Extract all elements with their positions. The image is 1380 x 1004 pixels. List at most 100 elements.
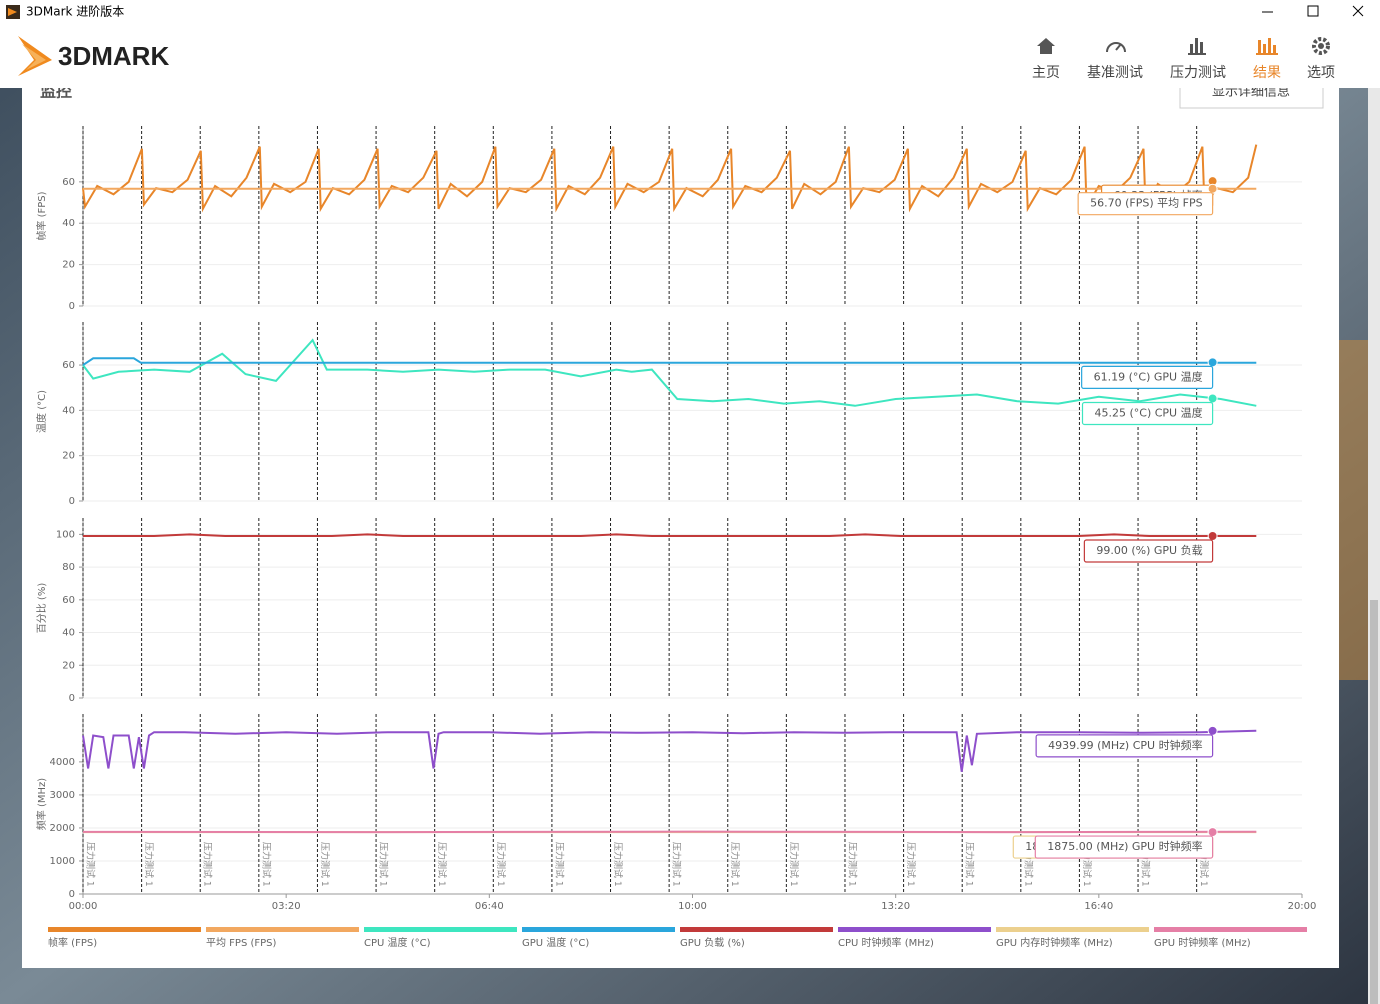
tooltip-box — [1077, 192, 1214, 216]
nav-item[interactable]: 结果 — [1253, 65, 1281, 81]
close-button[interactable] — [1352, 5, 1364, 17]
nav-item[interactable]: 压力测试 — [1170, 65, 1226, 81]
legend-label[interactable]: 帧率 (FPS) — [48, 936, 97, 949]
tooltip-box — [1035, 734, 1214, 758]
legend-swatch[interactable] — [1154, 927, 1307, 932]
legend-label[interactable]: 平均 FPS (FPS) — [206, 937, 277, 949]
stage-label: 压力测试 1 — [671, 842, 683, 887]
x-tick-label: 16:40 — [1084, 901, 1113, 912]
stage-label: 压力测试 1 — [905, 842, 917, 887]
legend-label[interactable]: GPU 时钟频率 (MHz) — [1154, 936, 1251, 949]
stage-label: 压力测试 1 — [964, 842, 976, 887]
y-tick-label: 60 — [62, 177, 75, 188]
legend-label[interactable]: GPU 温度 (°C) — [522, 936, 589, 949]
stage-label: 压力测试 1 — [495, 842, 507, 887]
legend-swatch[interactable] — [522, 927, 675, 932]
stage-label: 压力测试 1 — [202, 842, 214, 887]
y-tick-label: 3000 — [50, 790, 75, 801]
legend-swatch[interactable] — [364, 927, 517, 932]
y-tick-label: 1000 — [50, 856, 75, 867]
y-axis-label: 帧率 (FPS) — [35, 191, 48, 240]
legend-swatch[interactable] — [996, 927, 1149, 932]
scrollbar-thumb[interactable] — [1370, 600, 1378, 1004]
y-tick-label: 2000 — [50, 823, 75, 834]
y-tick-label: 0 — [69, 693, 75, 704]
y-tick-label: 40 — [62, 628, 75, 639]
tooltip-text: 4939.99 (MHz) CPU 时钟频率 — [1048, 738, 1202, 752]
x-tick-label: 10:00 — [678, 901, 707, 912]
nav: 主页 基准测试 压力测试 结果 选项 — [1032, 64, 1335, 81]
x-tick-label: 06:40 — [475, 901, 504, 912]
y-tick-label: 0 — [69, 496, 75, 507]
header — [0, 24, 1380, 88]
legend-label[interactable]: GPU 负载 (%) — [680, 936, 745, 949]
y-tick-label: 40 — [62, 405, 75, 416]
tooltip-box — [1081, 365, 1214, 389]
tooltip-dot — [1207, 827, 1218, 838]
stage-label: 压力测试 1 — [612, 842, 624, 887]
window-title: 3DMark 进阶版本 — [26, 5, 124, 19]
y-axis-label: 温度 (°C) — [35, 390, 48, 433]
y-tick-label: 20 — [62, 660, 75, 671]
legend-swatch[interactable] — [206, 927, 359, 932]
tooltip-dot — [1207, 183, 1218, 194]
x-tick-label: 13:20 — [881, 901, 910, 912]
nav-item[interactable]: 主页 — [1032, 65, 1060, 81]
legend-label[interactable]: GPU 内存时钟频率 (MHz) — [996, 936, 1113, 949]
y-tick-label: 20 — [62, 451, 75, 462]
series-line — [82, 830, 1257, 834]
tooltip-box — [1034, 835, 1214, 859]
logo: 3DMARK — [18, 36, 169, 76]
series-line — [82, 729, 1257, 772]
logo-text: 3DMARK — [58, 41, 169, 71]
y-tick-label: 60 — [62, 360, 75, 371]
stage-label: 压力测试 1 — [436, 842, 448, 887]
y-axis-label: 频率 (MHz) — [35, 778, 48, 830]
tooltip-text: 99.00 (%) GPU 负载 — [1096, 543, 1202, 557]
stage-label: 压力测试 1 — [143, 842, 155, 887]
content-panel — [22, 80, 1339, 968]
y-axis-label: 百分比 (%) — [36, 583, 48, 634]
stage-label: 压力测试 1 — [319, 842, 331, 887]
title-bar — [0, 0, 1380, 24]
legend-swatch[interactable] — [48, 927, 201, 932]
x-tick-label: 03:20 — [272, 901, 301, 912]
stage-label: 压力测试 1 — [846, 842, 858, 887]
tooltip-text: 1875.00 (MHz) GPU 时钟频率 — [1047, 839, 1202, 853]
x-tick-label: 20:00 — [1288, 901, 1317, 912]
tooltip-dot — [1207, 531, 1218, 541]
tooltip-text: 61.19 (°C) GPU 温度 — [1094, 369, 1203, 383]
nav-item[interactable]: 基准测试 — [1087, 64, 1143, 81]
stage-label: 压力测试 1 — [85, 842, 97, 887]
maximize-button[interactable] — [1307, 5, 1319, 17]
x-tick-label: 00:00 — [69, 901, 98, 912]
tooltip-dot — [1207, 393, 1218, 404]
series-line — [82, 357, 1257, 366]
background-art — [1339, 340, 1369, 680]
series-line — [82, 338, 1257, 407]
y-tick-label: 20 — [62, 260, 75, 271]
tooltip-dot — [1207, 725, 1218, 736]
nav-icons — [1037, 37, 1330, 55]
stage-label: 压力测试 1 — [553, 842, 565, 887]
app-icon-mark — [8, 8, 17, 16]
legend-swatch[interactable] — [838, 927, 991, 932]
y-tick-label: 0 — [69, 889, 75, 900]
nav-item[interactable]: 选项 — [1307, 65, 1335, 81]
tooltip-text: 45.25 (°C) CPU 温度 — [1094, 405, 1202, 419]
y-tick-label: 60 — [62, 595, 75, 606]
tooltip-text: 56.70 (FPS) 平均 FPS — [1090, 197, 1202, 210]
y-tick-label: 0 — [69, 301, 75, 312]
stage-label: 压力测试 1 — [378, 842, 390, 887]
y-tick-label: 4000 — [50, 757, 75, 768]
tooltip-box — [1083, 539, 1214, 563]
y-tick-label: 100 — [56, 529, 75, 540]
legend-swatch[interactable] — [680, 927, 833, 932]
legend-label[interactable]: CPU 时钟频率 (MHz) — [838, 936, 934, 949]
stage-label: 压力测试 1 — [729, 842, 741, 887]
legend-label[interactable]: CPU 温度 (°C) — [364, 936, 431, 949]
stage-label: 压力测试 1 — [788, 842, 800, 887]
y-tick-label: 80 — [62, 562, 75, 573]
